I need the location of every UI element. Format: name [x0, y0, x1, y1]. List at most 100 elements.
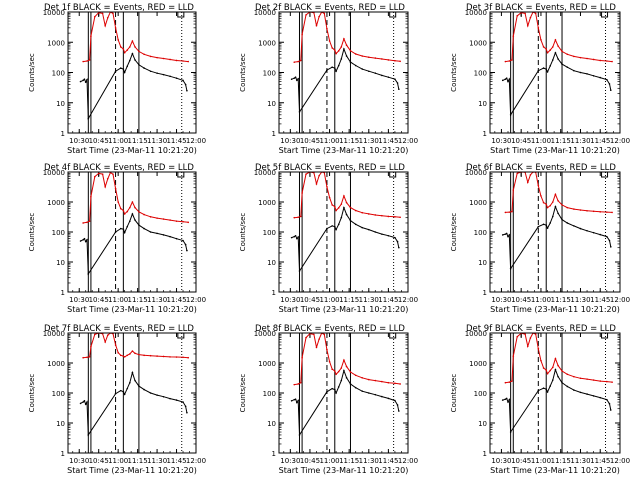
events-point: [501, 234, 504, 236]
events-point: [119, 67, 122, 69]
lld-point: [106, 16, 109, 19]
lld-point: [546, 206, 549, 209]
events-point: [579, 71, 582, 74]
events-point: [354, 386, 357, 389]
lld-point: [149, 55, 152, 58]
events-point: [549, 385, 551, 387]
events-point: [396, 240, 399, 243]
lld-point: [534, 12, 537, 15]
events-point: [554, 51, 557, 54]
lld-point: [82, 356, 84, 359]
lld-point: [537, 347, 540, 350]
lld-point: [305, 173, 307, 175]
y-tick-label: 1000: [47, 360, 65, 368]
events-point: [387, 234, 390, 237]
lld-point: [134, 352, 136, 355]
lld-point: [169, 58, 171, 61]
series-events: [290, 368, 400, 437]
lld-point: [318, 15, 320, 18]
x-tick-label: 11:45: [166, 296, 186, 304]
lld-point: [323, 12, 326, 15]
events-point: [298, 270, 301, 272]
lld-point: [566, 373, 569, 376]
y-tick-label: 10: [478, 100, 487, 108]
events-point: [169, 397, 171, 400]
x-tick-label: 11:30: [359, 137, 379, 145]
lld-point: [162, 355, 165, 358]
lld-point: [337, 207, 340, 209]
events-point: [507, 401, 509, 403]
plot-frame: [67, 332, 197, 454]
events-line: [80, 370, 188, 437]
y-tick-label: 1000: [258, 360, 276, 368]
events-point: [509, 113, 512, 116]
lld-point: [293, 61, 296, 63]
x-tick-label: 11:30: [359, 296, 379, 304]
y-tick-label: 10: [56, 420, 65, 428]
y-tick-label: 10: [56, 259, 65, 267]
panel-det-7: 1 10 100 1000 10000 10:30 10:45 11:00 11:15 11:30…: [28, 324, 206, 475]
lld-point: [134, 46, 136, 48]
series-events: [290, 47, 400, 114]
lld-point: [552, 366, 554, 369]
lld-point: [117, 351, 119, 354]
events-point: [122, 228, 125, 230]
events-point: [149, 70, 152, 73]
lld-point: [579, 56, 582, 59]
events-point: [156, 232, 158, 235]
x-tick-label: 10:30: [491, 137, 511, 145]
events-point: [537, 69, 540, 72]
x-tick-label: 11:15: [339, 296, 359, 304]
lld-point: [297, 216, 299, 219]
lld-point: [381, 58, 383, 60]
events-point: [367, 392, 370, 394]
events-point: [579, 227, 582, 230]
x-tick-label: 11:15: [128, 457, 148, 465]
y-axis-label: Counts/sec: [450, 213, 458, 252]
lld-point: [345, 365, 348, 368]
events-point: [331, 225, 333, 227]
events-point: [114, 392, 117, 395]
events-point: [552, 59, 554, 61]
lld-point: [566, 53, 569, 56]
y-axis-label: Counts/sec: [450, 53, 458, 92]
events-point: [343, 206, 345, 209]
events-point: [138, 63, 140, 66]
x-tick-label: 12:00: [186, 457, 206, 465]
events-point: [169, 75, 171, 78]
events-point: [505, 397, 508, 400]
y-tick-label: 1: [483, 289, 487, 297]
events-point: [134, 59, 136, 61]
lld-point: [328, 40, 331, 42]
lld-point: [305, 14, 307, 16]
panel-det-9: 1 10 100 1000 10000 10:30 10:45 11:00 11:15 11:30…: [450, 324, 630, 475]
series-lld: [293, 333, 401, 386]
events-point: [609, 246, 612, 248]
lld-point: [182, 356, 184, 359]
lld-point: [318, 174, 320, 177]
lld-point: [516, 14, 519, 17]
lld-line: [294, 333, 401, 386]
events-point: [156, 394, 158, 396]
lld-line: [83, 172, 189, 224]
events-point: [298, 111, 301, 113]
events-point: [143, 227, 145, 230]
lld-point: [333, 205, 336, 208]
events-point: [608, 402, 611, 405]
panel-title: Det 8f BLACK = Events, RED = LLD: [255, 324, 405, 334]
series-events: [501, 51, 612, 117]
lld-point: [381, 380, 383, 383]
x-axis-label: Start Time (23-Mar-11 10:21:20): [490, 146, 620, 155]
events-point: [606, 78, 608, 81]
lld-point: [182, 60, 184, 62]
lld-point: [540, 39, 542, 41]
events-point: [501, 79, 504, 82]
lld-point: [508, 381, 511, 383]
lld-point: [340, 46, 343, 48]
lld-point: [611, 60, 613, 63]
events-point: [296, 237, 298, 240]
events-point: [361, 68, 364, 70]
panel-det-4: 1 10 100 1000 10000 10:30 10:45 11:00 11:15 11:30…: [28, 163, 206, 314]
events-point: [545, 224, 548, 226]
lld-point: [557, 364, 559, 367]
